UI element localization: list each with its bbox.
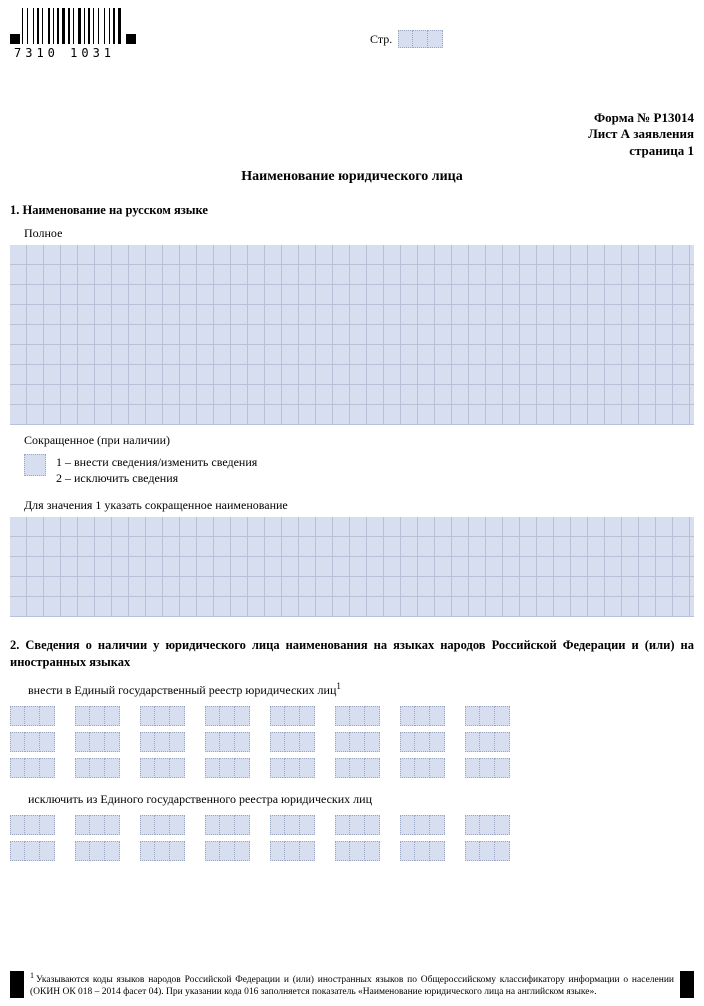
barcode-icon	[10, 8, 150, 44]
short-name-option-cell[interactable]	[24, 454, 46, 476]
footnote: 1Указываются коды языков народов Российс…	[10, 971, 694, 998]
section-1-heading: 1. Наименование на русском языке	[10, 203, 694, 218]
footnote-marker-right	[680, 971, 694, 998]
option-2-text: 2 – исключить сведения	[56, 470, 257, 486]
section-2-heading: 2. Сведения о наличии у юридического лиц…	[10, 637, 694, 671]
short-name-options: 1 – внести сведения/изменить сведения 2 …	[56, 454, 257, 486]
short-name-input-grid[interactable]	[10, 517, 694, 617]
short-name-label: Сокращенное (при наличии)	[24, 433, 694, 448]
language-codes-add-grid[interactable]	[10, 706, 694, 778]
page-number-cells[interactable]	[398, 30, 443, 48]
footnote-marker-left	[10, 971, 24, 998]
short-name-option-row: 1 – внести сведения/изменить сведения 2 …	[24, 454, 694, 486]
form-page: страница 1	[10, 143, 694, 159]
language-codes-remove-grid[interactable]	[10, 815, 694, 861]
short-name-instruction: Для значения 1 указать сокращенное наиме…	[24, 498, 694, 513]
remove-from-register-label: исключить из Единого государственного ре…	[28, 792, 694, 807]
add-to-register-label: внести в Единый государственный реестр ю…	[28, 681, 694, 698]
form-meta: Форма № Р13014 Лист А заявления страница…	[10, 110, 694, 159]
form-sheet: Лист А заявления	[10, 126, 694, 142]
form-number: Форма № Р13014	[10, 110, 694, 126]
barcode-number: 7310 1031	[14, 46, 150, 60]
full-name-label: Полное	[24, 226, 694, 241]
option-1-text: 1 – внести сведения/изменить сведения	[56, 454, 257, 470]
page-label: Стр.	[370, 32, 392, 47]
form-page: 7310 1031 Стр. Форма № Р13014 Лист А зая…	[0, 0, 704, 1006]
header-row: 7310 1031 Стр.	[10, 8, 694, 60]
barcode-block: 7310 1031	[10, 8, 150, 60]
full-name-input-grid[interactable]	[10, 245, 694, 425]
page-number-block: Стр.	[370, 30, 443, 48]
page-title: Наименование юридического лица	[10, 169, 694, 185]
footnote-text: 1Указываются коды языков народов Российс…	[24, 971, 680, 998]
